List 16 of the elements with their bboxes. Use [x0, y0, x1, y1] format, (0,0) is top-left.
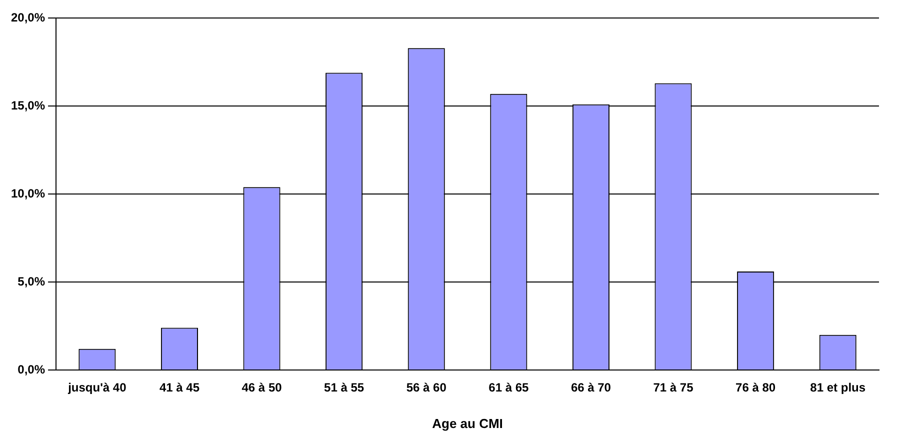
- y-tick-label: 5,0%: [18, 274, 46, 288]
- x-tick-label: 81 et plus: [810, 380, 866, 395]
- x-tick-label: 66 à 70: [570, 380, 612, 395]
- x-tick-label: 46 à 50: [242, 380, 282, 395]
- x-tick-label: 61 à 65: [488, 380, 529, 395]
- x-tick-label: 76 à 80: [736, 380, 776, 395]
- y-tick-label: 15,0%: [10, 98, 46, 112]
- x-tick-label: jusqu'à 40: [67, 380, 127, 395]
- x-tick-label: 56 à 60: [406, 380, 447, 395]
- x-tick-label: 51 à 55: [324, 380, 364, 395]
- x-tick-label: 71 à 75: [653, 380, 694, 395]
- y-tick-label: 20,0%: [10, 10, 46, 25]
- x-axis-title: Age au CMI: [432, 416, 503, 431]
- y-tick-label: 10,0%: [10, 186, 46, 200]
- y-tick-label: 0,0%: [18, 362, 46, 376]
- x-tick-label: 41 à 45: [159, 380, 200, 395]
